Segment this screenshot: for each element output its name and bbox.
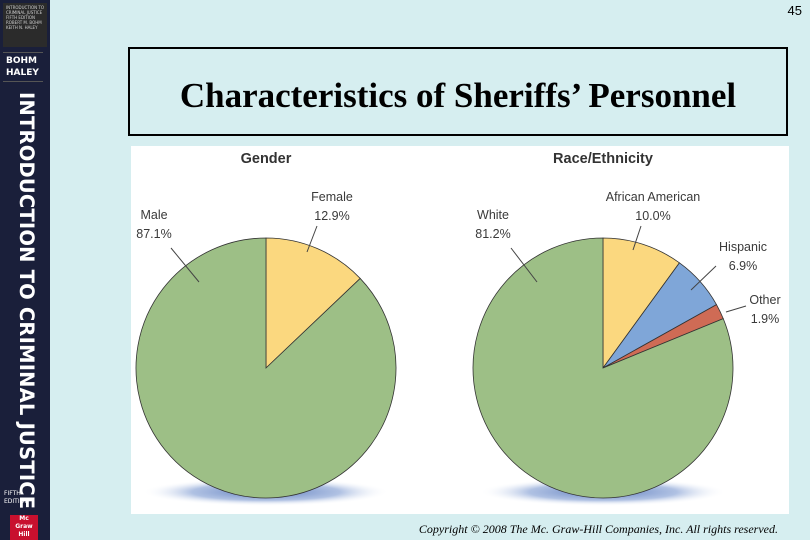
leader-line bbox=[632, 225, 642, 251]
title-box: Characteristics of Sheriffs’ Personnel bbox=[128, 47, 788, 136]
pie-slice-female bbox=[265, 237, 361, 369]
publisher-logo: Mc Graw Hill bbox=[10, 515, 38, 540]
slice-value-label: 81.2% bbox=[475, 227, 510, 241]
chart-panel: Gender Female 12.9% Male 87.1% Race/Ethnicity… bbox=[131, 146, 789, 514]
leader-line bbox=[725, 305, 747, 313]
pie-charts: Gender Female 12.9% Male 87.1% Race/Ethnicity… bbox=[135, 151, 781, 506]
slice-label: Female bbox=[311, 190, 353, 204]
copyright-notice: Copyright © 2008 The Mc. Graw-Hill Compa… bbox=[418, 522, 778, 536]
slice-value-label: 12.9% bbox=[314, 209, 349, 223]
leader-line bbox=[170, 247, 200, 283]
slice-label: Other bbox=[749, 293, 780, 307]
slide-title: Characteristics of Sheriffs’ Personnel bbox=[179, 76, 737, 115]
page-number: 45 bbox=[787, 3, 802, 18]
pie-slice-african-american bbox=[602, 237, 680, 370]
slice-label: Male bbox=[140, 208, 167, 222]
book-authors: BOHM HALEY bbox=[3, 52, 43, 82]
book-spine-title: INTRODUCTION TO CRIMINAL JUSTICE bbox=[15, 92, 38, 510]
slice-label: African American bbox=[606, 190, 701, 204]
book-cover-text: INTRODUCTION TO CRIMINAL JUSTICE FIFTH E… bbox=[6, 5, 44, 30]
slice-value-label: 1.9% bbox=[751, 312, 780, 326]
slice-label: White bbox=[477, 208, 509, 222]
slice-label: Hispanic bbox=[719, 240, 767, 254]
book-spine: INTRODUCTION TO CRIMINAL JUSTICE FIFTH E… bbox=[0, 0, 50, 540]
pie-slice-white bbox=[472, 237, 734, 499]
pie-chart-title: Gender bbox=[241, 151, 292, 167]
leader-line bbox=[510, 247, 538, 283]
slice-value-label: 10.0% bbox=[635, 209, 670, 223]
author-name: HALEY bbox=[6, 68, 39, 78]
book-edition: FIFTH EDITION bbox=[4, 490, 29, 505]
author-name: BOHM bbox=[6, 56, 37, 66]
pie-slice-male bbox=[135, 237, 397, 499]
leader-line bbox=[690, 265, 717, 291]
pie-chart-title: Race/Ethnicity bbox=[553, 151, 653, 167]
slice-value-label: 6.9% bbox=[729, 259, 758, 273]
slice-value-label: 87.1% bbox=[136, 227, 171, 241]
leader-line bbox=[306, 225, 318, 253]
book-cover-thumbnail: INTRODUCTION TO CRIMINAL JUSTICE FIFTH E… bbox=[3, 3, 47, 47]
